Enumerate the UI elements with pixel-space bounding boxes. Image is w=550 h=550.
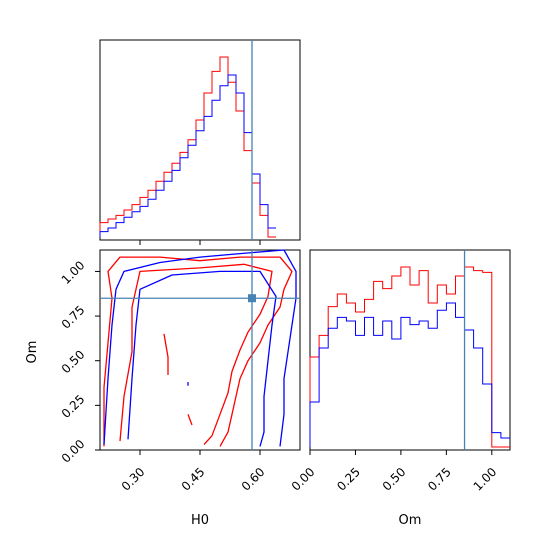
om-histogram-panel: 0.00 0.25 0.50 0.75 1.00 Om: [289, 249, 511, 528]
y-axis-label-om: Om: [25, 341, 40, 364]
y-tick-label: 0.75: [59, 303, 88, 332]
x-tick-label: 0.30: [119, 465, 148, 494]
contour-line-red: [163, 333, 169, 375]
om-histogram-frame: [309, 249, 511, 451]
contour-series: [103, 249, 297, 447]
h0-histogram-ticks: [139, 240, 261, 245]
x-tick-label: 0.45: [179, 465, 208, 494]
y-tick-label: 0.25: [59, 392, 88, 421]
x-tick-label: 0.60: [239, 465, 268, 494]
x-tick-label: 0.25: [334, 465, 363, 494]
contour-line-blue: [127, 270, 277, 447]
h0-histogram-series: [99, 56, 276, 238]
hist_H0-series-blue: [99, 74, 276, 237]
x-tick-label: 0.00: [289, 465, 318, 494]
truth-marker: [248, 294, 256, 303]
om-histogram-series: [309, 266, 510, 448]
x-tick-label: 0.75: [425, 465, 454, 494]
hist_Om-series-red: [309, 266, 510, 448]
x-axis-label-h0: H0: [191, 513, 209, 528]
om-histogram-ticks: 0.00 0.25 0.50 0.75 1.00: [289, 450, 500, 494]
contour-line-red: [119, 263, 273, 446]
x-tick-label: 1.00: [471, 465, 500, 494]
h0-histogram-panel: [99, 39, 301, 245]
contour-line-blue: [103, 249, 297, 447]
contour-line-red: [103, 256, 293, 447]
x-tick-label: 0.50: [380, 465, 409, 494]
contour-line-red: [187, 414, 193, 426]
hist_Om-series-blue: [309, 302, 510, 447]
y-tick-label: 0.50: [59, 347, 88, 376]
x-axis-label-om: Om: [399, 513, 422, 528]
y-tick-label: 0.00: [59, 437, 88, 466]
contour-x-ticks: 0.30 0.45 0.60: [119, 450, 268, 494]
contour-panel: 0.30 0.45 0.60 0.00 0.25 0.50 0.75 1.00 H0 Om: [25, 249, 301, 528]
contour-y-ticks: 0.00 0.25 0.50 0.75 1.00: [59, 258, 100, 466]
y-tick-label: 1.00: [59, 258, 88, 287]
